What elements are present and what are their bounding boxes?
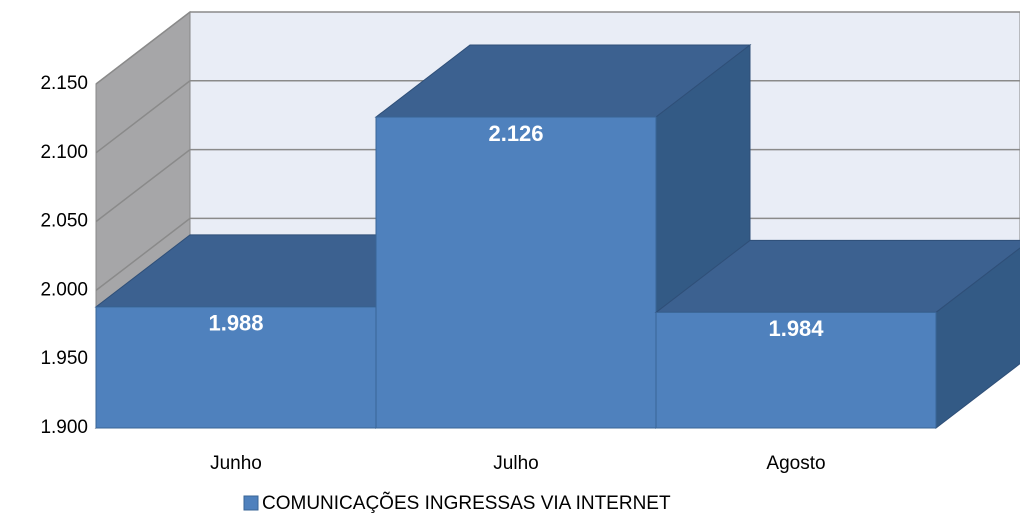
value-label: 1.984 bbox=[768, 316, 824, 341]
grid-line bbox=[95, 11, 1020, 85]
y-tick-label: 2.050 bbox=[40, 211, 88, 232]
y-tick-label: 2.150 bbox=[40, 73, 88, 94]
x-tick-label: Julho bbox=[493, 453, 538, 474]
value-label: 1.988 bbox=[208, 311, 263, 336]
y-tick-label: 1.900 bbox=[40, 417, 88, 438]
legend-label: COMUNICAÇÕES INGRESSAS VIA INTERNET bbox=[262, 492, 671, 514]
y-tick-label: 1.950 bbox=[40, 348, 88, 369]
x-tick-label: Agosto bbox=[766, 453, 825, 474]
y-tick-label: 2.100 bbox=[40, 142, 88, 163]
bar bbox=[655, 311, 937, 429]
y-tick-label: 2.000 bbox=[40, 279, 88, 300]
value-label: 2.126 bbox=[488, 121, 543, 146]
x-tick-label: Junho bbox=[210, 453, 262, 474]
bar bbox=[375, 116, 657, 429]
bar bbox=[95, 306, 377, 429]
legend-swatch bbox=[243, 495, 259, 511]
